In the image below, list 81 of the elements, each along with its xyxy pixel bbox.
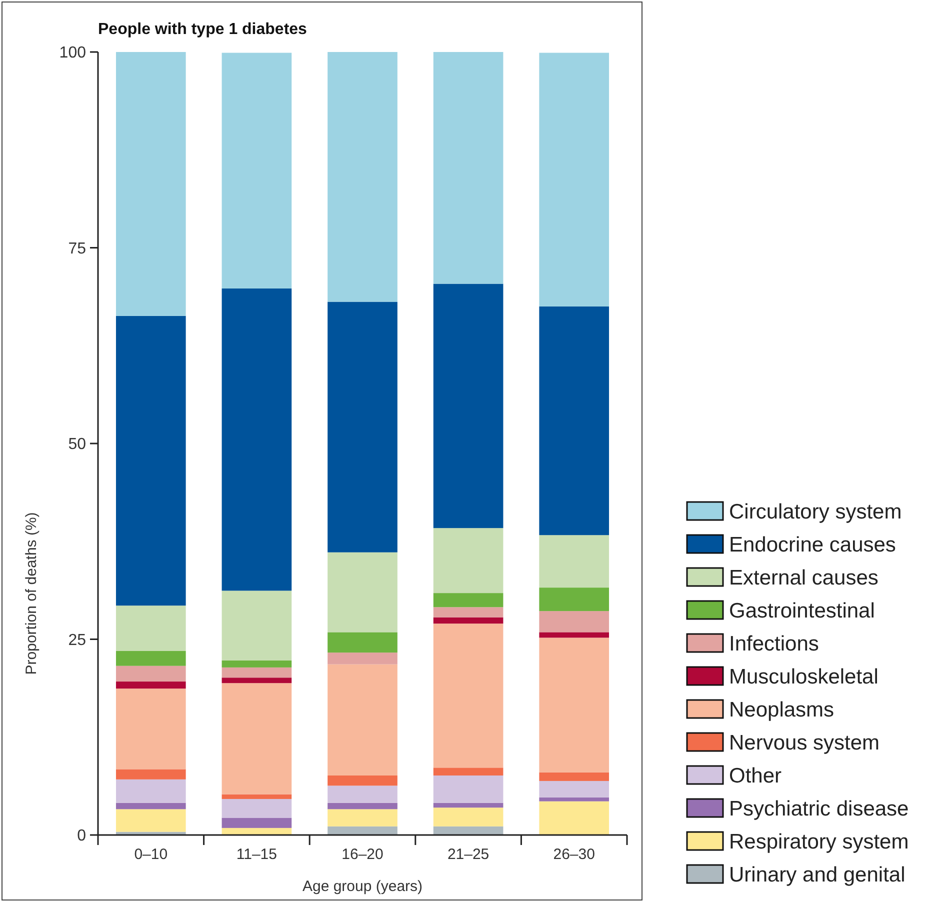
- bar: [328, 552, 398, 632]
- x-tick-label: 21–25: [447, 846, 490, 863]
- legend-label: Respiratory system: [729, 830, 909, 854]
- bar: [539, 52, 610, 306]
- bar: [433, 775, 504, 803]
- bar: [116, 316, 186, 606]
- bar: [328, 664, 398, 776]
- bar: [222, 798, 292, 818]
- bar: [328, 786, 398, 803]
- y-tick-label: 0: [77, 828, 86, 845]
- bar: [328, 52, 398, 302]
- bar: [116, 809, 186, 832]
- bar: [433, 607, 504, 618]
- bar: [222, 828, 292, 835]
- bar: [222, 683, 292, 794]
- bar: [116, 650, 186, 666]
- bar: [433, 617, 504, 624]
- bar: [222, 590, 292, 660]
- legend-label: Circulatory system: [729, 500, 902, 524]
- bar: [433, 826, 504, 835]
- legend-label: Urinary and genital: [729, 863, 906, 886]
- bar: [539, 797, 610, 802]
- bar: [222, 667, 292, 678]
- bar: [539, 801, 610, 835]
- bar: [539, 780, 610, 798]
- legend-label: Gastrointestinal: [729, 599, 875, 622]
- bar: [433, 284, 504, 528]
- bar: [433, 624, 504, 768]
- bar: [116, 52, 186, 316]
- bar: [222, 52, 292, 288]
- legend-label: External causes: [729, 566, 878, 590]
- bar: [116, 802, 186, 810]
- y-tick-label: 25: [68, 632, 86, 649]
- bar: [116, 666, 186, 682]
- bar: [539, 535, 610, 588]
- legend-label: Psychiatric disease: [729, 797, 909, 820]
- bar: [433, 802, 504, 808]
- legend-label: Endocrine causes: [729, 533, 896, 556]
- bar: [539, 638, 610, 772]
- bar: [328, 802, 398, 810]
- x-axis-title: Age group (years): [302, 878, 423, 895]
- x-tick-label: 26–30: [553, 846, 595, 863]
- bar: [539, 611, 610, 632]
- bar: [328, 809, 398, 826]
- bar: [539, 632, 610, 638]
- bar: [116, 606, 186, 651]
- bar: [433, 52, 504, 284]
- legend-label: Nervous system: [729, 731, 880, 754]
- y-tick-label: 50: [68, 436, 86, 454]
- bar: [328, 826, 398, 835]
- bar: [222, 288, 292, 591]
- bar: [222, 794, 292, 799]
- x-tick-label: 11–15: [236, 846, 278, 863]
- bar: [116, 682, 186, 689]
- bar: [222, 818, 292, 828]
- bar: [116, 688, 186, 770]
- bar: [539, 772, 610, 781]
- legend-label: Other: [729, 764, 782, 788]
- y-tick-label: 100: [59, 44, 86, 62]
- x-tick-label: 16–20: [342, 846, 384, 863]
- bar: [539, 306, 610, 536]
- chart-title: People with type 1 diabetes: [98, 21, 308, 38]
- legend-label: Neoplasms: [729, 698, 834, 722]
- legend-label: Infections: [729, 632, 819, 656]
- legend-label: Musculoskeletal: [729, 665, 878, 688]
- bar: [328, 652, 398, 664]
- bar: [222, 660, 292, 668]
- x-tick-label: 0–10: [134, 846, 168, 863]
- bar: [433, 528, 504, 594]
- bar: [433, 593, 504, 608]
- bar: [116, 779, 186, 803]
- y-axis-title: Proportion of deaths (%): [23, 512, 40, 675]
- bar: [539, 588, 610, 612]
- bar: [222, 678, 292, 684]
- y-tick-label: 75: [68, 240, 86, 258]
- bar: [433, 768, 504, 776]
- bar: [328, 775, 398, 786]
- bar: [328, 302, 398, 552]
- bar: [328, 632, 398, 653]
- bar: [116, 769, 186, 780]
- bar: [433, 808, 504, 826]
